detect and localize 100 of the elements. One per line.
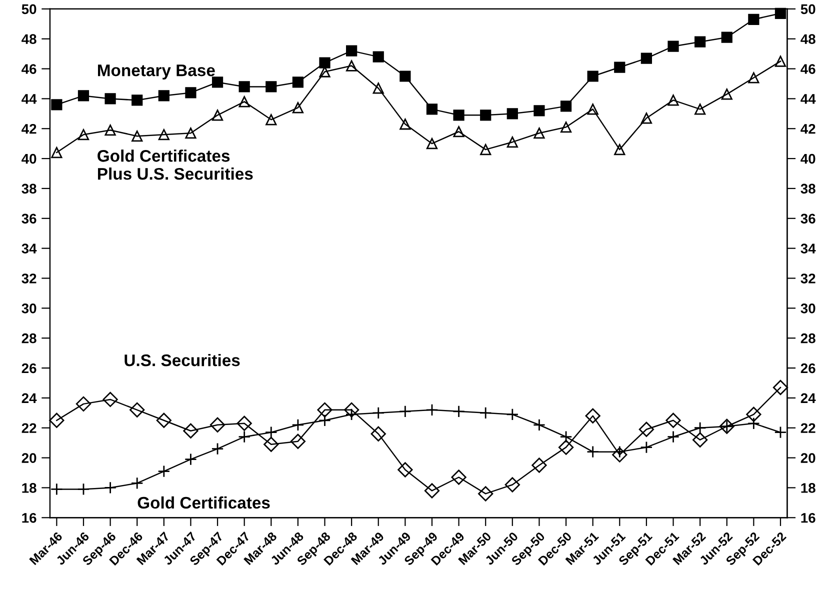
point — [506, 136, 518, 148]
y-tick-label: 32 — [22, 274, 36, 284]
point — [667, 430, 680, 444]
y2-tick-label: 42 — [800, 124, 816, 134]
point — [210, 417, 226, 432]
point — [398, 462, 413, 478]
point — [104, 124, 116, 136]
point — [104, 93, 116, 104]
point — [479, 406, 492, 420]
point — [692, 432, 708, 448]
y-tick-label: 28 — [22, 333, 36, 344]
point — [694, 422, 706, 434]
point — [317, 402, 332, 418]
point — [532, 418, 546, 432]
point — [587, 70, 598, 82]
point — [612, 447, 628, 462]
point — [451, 470, 466, 485]
y-tick-label: 38 — [22, 184, 36, 194]
point — [372, 51, 384, 62]
point — [211, 442, 224, 456]
point — [400, 118, 411, 130]
y2-tick-label: 30 — [800, 304, 816, 314]
y-tick-label: 16 — [22, 512, 36, 523]
point — [774, 8, 786, 19]
point — [532, 458, 547, 473]
point — [77, 482, 90, 496]
point — [721, 88, 732, 100]
point — [426, 104, 438, 115]
point — [586, 446, 600, 458]
point — [504, 477, 520, 492]
y-tick-label: 30 — [22, 304, 36, 314]
point — [49, 412, 64, 428]
point — [370, 426, 386, 442]
point — [560, 122, 572, 133]
y2-tick-label: 38 — [800, 184, 816, 194]
y-tick-label: 40 — [22, 154, 36, 164]
point — [266, 114, 277, 126]
point — [453, 110, 464, 121]
point — [236, 416, 252, 431]
point — [668, 94, 679, 106]
point — [130, 402, 145, 418]
point — [318, 414, 332, 427]
point — [400, 70, 411, 82]
point — [238, 430, 251, 444]
point — [453, 126, 464, 138]
y2-tick-label: 20 — [800, 453, 816, 463]
point — [452, 405, 466, 418]
y2-tick-label: 34 — [800, 244, 816, 254]
point — [478, 486, 494, 502]
y-tick-label: 20 — [22, 453, 36, 463]
point — [560, 100, 572, 112]
point — [668, 40, 679, 52]
point — [158, 465, 170, 478]
point — [585, 408, 600, 424]
point — [774, 426, 787, 439]
point — [156, 412, 172, 428]
point — [266, 81, 277, 92]
y2-tick-label: 18 — [801, 483, 816, 493]
point — [558, 440, 574, 455]
point — [506, 108, 518, 120]
y-tick-label: 42 — [22, 124, 36, 134]
point — [185, 87, 196, 98]
point — [372, 82, 384, 94]
point — [638, 422, 654, 437]
point — [346, 60, 358, 72]
point — [614, 62, 626, 73]
point — [212, 76, 224, 88]
point — [319, 57, 330, 68]
point — [721, 32, 732, 43]
point — [345, 408, 358, 421]
point — [346, 45, 358, 56]
point — [76, 396, 92, 412]
point — [506, 408, 519, 421]
point — [694, 104, 706, 115]
point — [747, 417, 760, 430]
point — [158, 129, 170, 140]
point — [480, 110, 492, 121]
y2-tick-label: 46 — [800, 64, 816, 74]
series-label: Gold Certificates Plus U.S. Securities — [98, 150, 253, 180]
point — [426, 138, 438, 150]
y-tick-label: 46 — [22, 64, 36, 74]
y2-tick-label: 32 — [800, 274, 816, 284]
series-label: Gold Certificates — [138, 496, 270, 509]
point — [613, 446, 626, 458]
point — [78, 129, 90, 140]
point — [398, 405, 412, 418]
point — [426, 404, 438, 416]
point — [185, 128, 196, 139]
y-tick-label: 48 — [22, 34, 36, 44]
series-label: U.S. Securities — [124, 354, 240, 366]
point — [184, 453, 197, 466]
point — [534, 105, 545, 116]
point — [372, 406, 385, 420]
point — [534, 128, 545, 139]
y2-tick-label: 16 — [801, 512, 816, 523]
y2-tick-label: 36 — [800, 214, 816, 224]
y-tick-label: 50 — [22, 4, 36, 14]
y-tick-label: 36 — [22, 214, 36, 224]
point — [292, 76, 304, 88]
point — [640, 52, 652, 64]
